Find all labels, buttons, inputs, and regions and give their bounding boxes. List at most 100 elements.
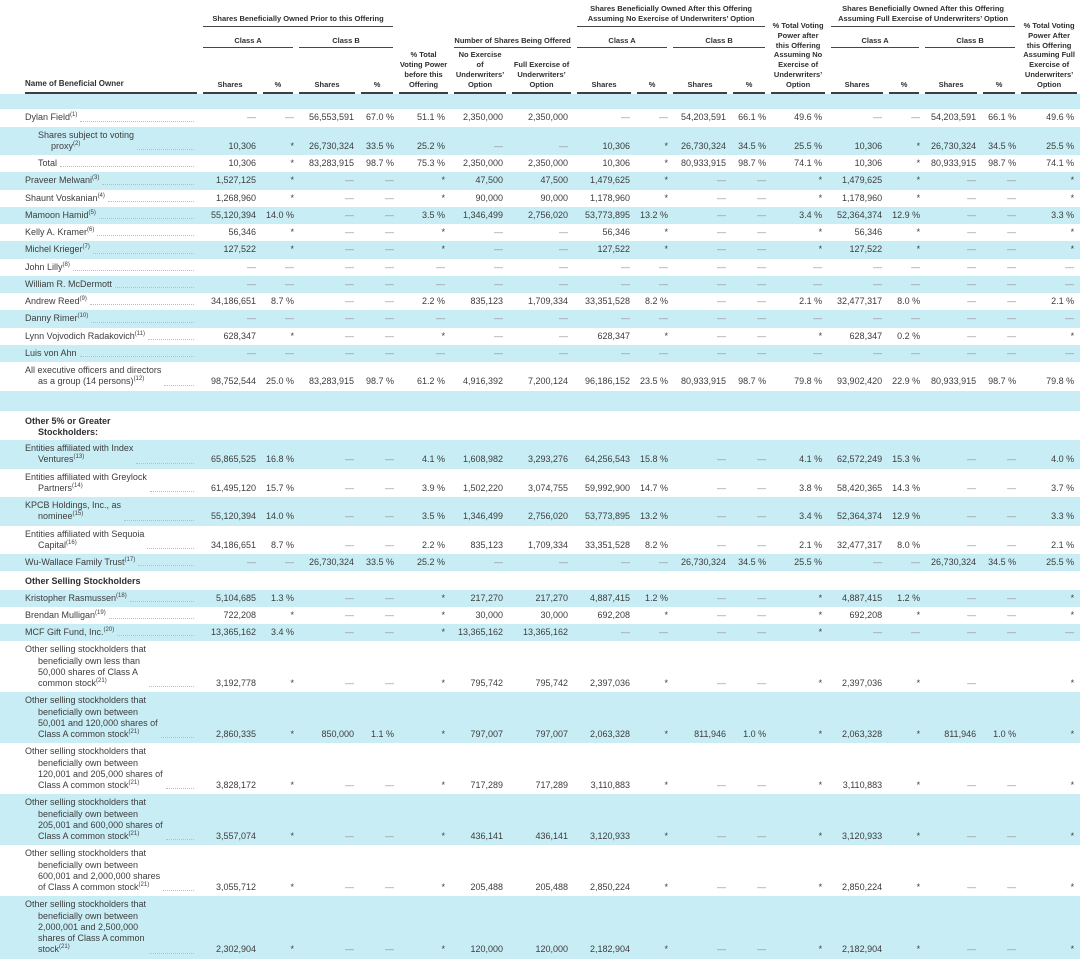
owner-name: All executive officers and directors as … — [25, 365, 162, 387]
cell: 2,397,036 — [590, 678, 631, 688]
cell: 10,306 — [228, 158, 256, 168]
cell: — — [717, 296, 727, 306]
cell: — — [436, 313, 446, 324]
dotted-leader — [163, 890, 194, 892]
cell: — — [385, 454, 395, 465]
cell: 56,346 — [854, 227, 883, 237]
cell: 4,916,392 — [463, 376, 504, 387]
cell: — — [385, 192, 395, 203]
cell: 52,364,374 — [837, 511, 883, 522]
cell: 1.2 % — [645, 592, 669, 603]
owner-name-cell: Other selling stockholders that benefici… — [0, 794, 200, 845]
cell: — — [757, 261, 767, 272]
cell: — — [967, 780, 977, 790]
cell: * — [441, 780, 446, 790]
footnote-ref: (21) — [128, 780, 140, 786]
footnote-ref: (17) — [124, 557, 136, 563]
owner-name: Shaunt Voskanian(4) — [25, 192, 105, 203]
cell: 10,306 — [602, 158, 631, 168]
cell: 4.1 % — [422, 454, 446, 465]
cell: 1,502,220 — [463, 482, 504, 493]
cell: — — [385, 592, 395, 603]
owner-name: Lynn Vojvodich Radakovich(11) — [25, 330, 145, 341]
cell: — — [559, 227, 569, 237]
owner-name-cell: Praveer Melwani(3) — [0, 172, 200, 189]
cell: 628,347 — [849, 330, 883, 341]
cell: — — [1007, 278, 1017, 289]
footnote-ref: (21) — [96, 678, 107, 684]
cell: — — [1007, 347, 1017, 358]
cell: — — [717, 780, 727, 790]
cell: 5,104,685 — [215, 592, 256, 603]
owner-name-cell: Other selling stockholders that benefici… — [0, 692, 200, 743]
cell: — — [717, 227, 727, 237]
cell: 93,902,420 — [837, 376, 883, 387]
owner-name: Mamoon Hamid(5) — [25, 209, 96, 220]
cell: 96,186,152 — [585, 376, 631, 387]
table-row: Kelly A. Kramer(6) 56,346 * — — * — — 56,346 * — — *… — [0, 224, 1080, 241]
owner-name: Wu-Wallace Family Trust(17) — [25, 557, 136, 567]
cell: 127,522 — [597, 244, 631, 255]
cell: * — [664, 192, 669, 203]
cell: 74.1 % — [794, 158, 823, 168]
cell: * — [1070, 330, 1075, 341]
cell: * — [1070, 944, 1075, 955]
cell: — — [385, 678, 395, 688]
cell: * — [441, 609, 446, 620]
cell: — — [385, 330, 395, 341]
cell: 2.2 % — [422, 296, 446, 306]
cell: — — [385, 175, 395, 186]
cell: 2,860,335 — [215, 729, 256, 739]
cell: — — [873, 627, 883, 637]
cell: — — [345, 244, 354, 255]
cell: 26,730,324 — [308, 140, 354, 151]
cell: 3.4 % — [799, 511, 823, 522]
cell: — — [967, 609, 977, 620]
cell: — — [717, 313, 727, 324]
cell: — — [494, 330, 504, 341]
cell: 692,208 — [597, 609, 631, 620]
shares-header: Shares — [828, 48, 886, 95]
cell: 58,420,365 — [837, 482, 883, 493]
cell: — — [345, 227, 354, 237]
cell: 835,123 — [470, 539, 504, 550]
cell: — — [1007, 296, 1017, 306]
group-header-after-no-exercise: Shares Beneficially Owned After this Off… — [574, 0, 768, 27]
cell: — — [385, 780, 395, 790]
cell: * — [916, 780, 921, 790]
section-header: Other Selling Stockholders — [25, 576, 141, 587]
table-body: Dylan Field(1) — — 56,553,591 67.0 % 51.1 % 2,… — [0, 94, 1080, 968]
dotted-leader — [129, 600, 194, 602]
cell: — — [385, 627, 395, 637]
cell: — — [1065, 627, 1075, 637]
owner-name-cell: Other selling stockholders that benefici… — [0, 743, 200, 794]
cell: — — [247, 313, 256, 324]
cell: 4,887,415 — [842, 592, 883, 603]
spacer — [0, 94, 1080, 109]
full-exercise-header: Full Exercise of Underwriters’ Option — [509, 48, 574, 95]
owner-name-cell: Entities affiliated with Index Ventures(… — [0, 440, 200, 469]
cell: 2,302,904 — [215, 944, 256, 955]
cell: 55,120,394 — [210, 511, 256, 522]
cell: — — [345, 482, 354, 493]
cell: — — [757, 454, 767, 465]
cell: 2,756,020 — [528, 511, 569, 522]
table-row: All executive officers and directors as … — [0, 362, 1080, 391]
table-row: John Lilly(8) — — — — — — — — — — — — — — — — — — [0, 259, 1080, 276]
owner-name-cell: Kristopher Rasmussen(18) — [0, 590, 200, 607]
cell: — — [1007, 244, 1017, 255]
shares-header: Shares — [922, 48, 980, 95]
cell: * — [916, 244, 921, 255]
cell: — — [385, 296, 395, 306]
cell: 628,347 — [597, 330, 631, 341]
cell: 10,306 — [854, 140, 883, 151]
cell: — — [717, 244, 727, 255]
cell: — — [345, 296, 354, 306]
cell: — — [559, 261, 569, 272]
cell: — — [873, 112, 883, 123]
cell: — — [559, 347, 569, 358]
owner-name-cell: Shares subject to voting proxy(2) — [0, 127, 200, 156]
dotted-leader — [72, 269, 194, 271]
cell: — — [757, 882, 767, 892]
cell: 2,182,904 — [590, 944, 631, 955]
